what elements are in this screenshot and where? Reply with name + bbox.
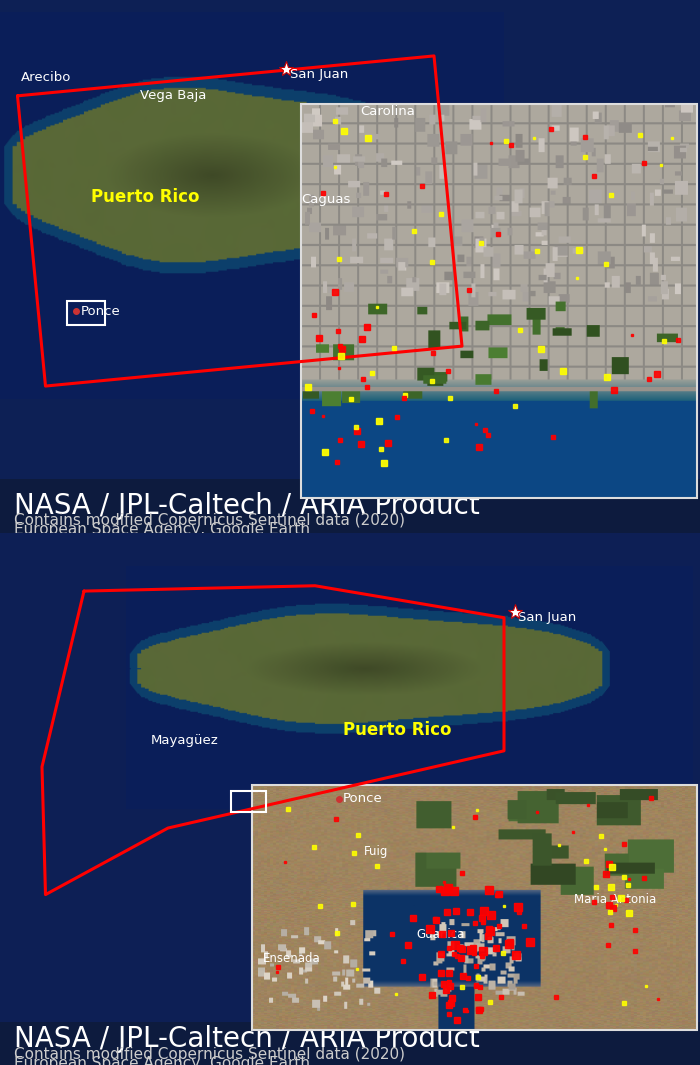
- Text: San Juan: San Juan: [518, 611, 576, 624]
- Text: Guanica: Guanica: [416, 928, 465, 941]
- Text: Vega Baja: Vega Baja: [140, 89, 206, 102]
- Bar: [66, 301, 105, 325]
- Text: NASA / JPL-Caltech / ARIA Product: NASA / JPL-Caltech / ARIA Product: [14, 1026, 480, 1053]
- Text: Ensenada: Ensenada: [262, 952, 321, 965]
- Text: Arecibo: Arecibo: [21, 70, 71, 84]
- Text: Ponce: Ponce: [343, 792, 383, 805]
- Text: Maria Antonia: Maria Antonia: [574, 894, 657, 906]
- Text: Ponce: Ponce: [80, 305, 120, 318]
- Bar: [231, 790, 266, 812]
- Text: Contains modified Copernicus Sentinel data (2020): Contains modified Copernicus Sentinel da…: [14, 1047, 405, 1062]
- Text: Carolina: Carolina: [360, 105, 415, 118]
- Text: Puerto Rico: Puerto Rico: [91, 189, 200, 206]
- Bar: [252, 786, 696, 1031]
- Text: Fuig: Fuig: [364, 846, 388, 858]
- Text: Caguas: Caguas: [301, 193, 351, 207]
- Text: Contains modified Copernicus Sentinel data (2020): Contains modified Copernicus Sentinel da…: [14, 513, 405, 528]
- Text: San Juan: San Juan: [290, 68, 349, 81]
- Bar: [301, 104, 696, 498]
- Text: Puerto Rico: Puerto Rico: [343, 721, 452, 738]
- Text: Mayagüez: Mayagüez: [150, 734, 218, 747]
- Text: European Space Agency, Google Earth: European Space Agency, Google Earth: [14, 522, 310, 538]
- Text: European Space Agency, Google Earth: European Space Agency, Google Earth: [14, 1055, 310, 1065]
- Text: NASA / JPL-Caltech / ARIA Product: NASA / JPL-Caltech / ARIA Product: [14, 492, 480, 520]
